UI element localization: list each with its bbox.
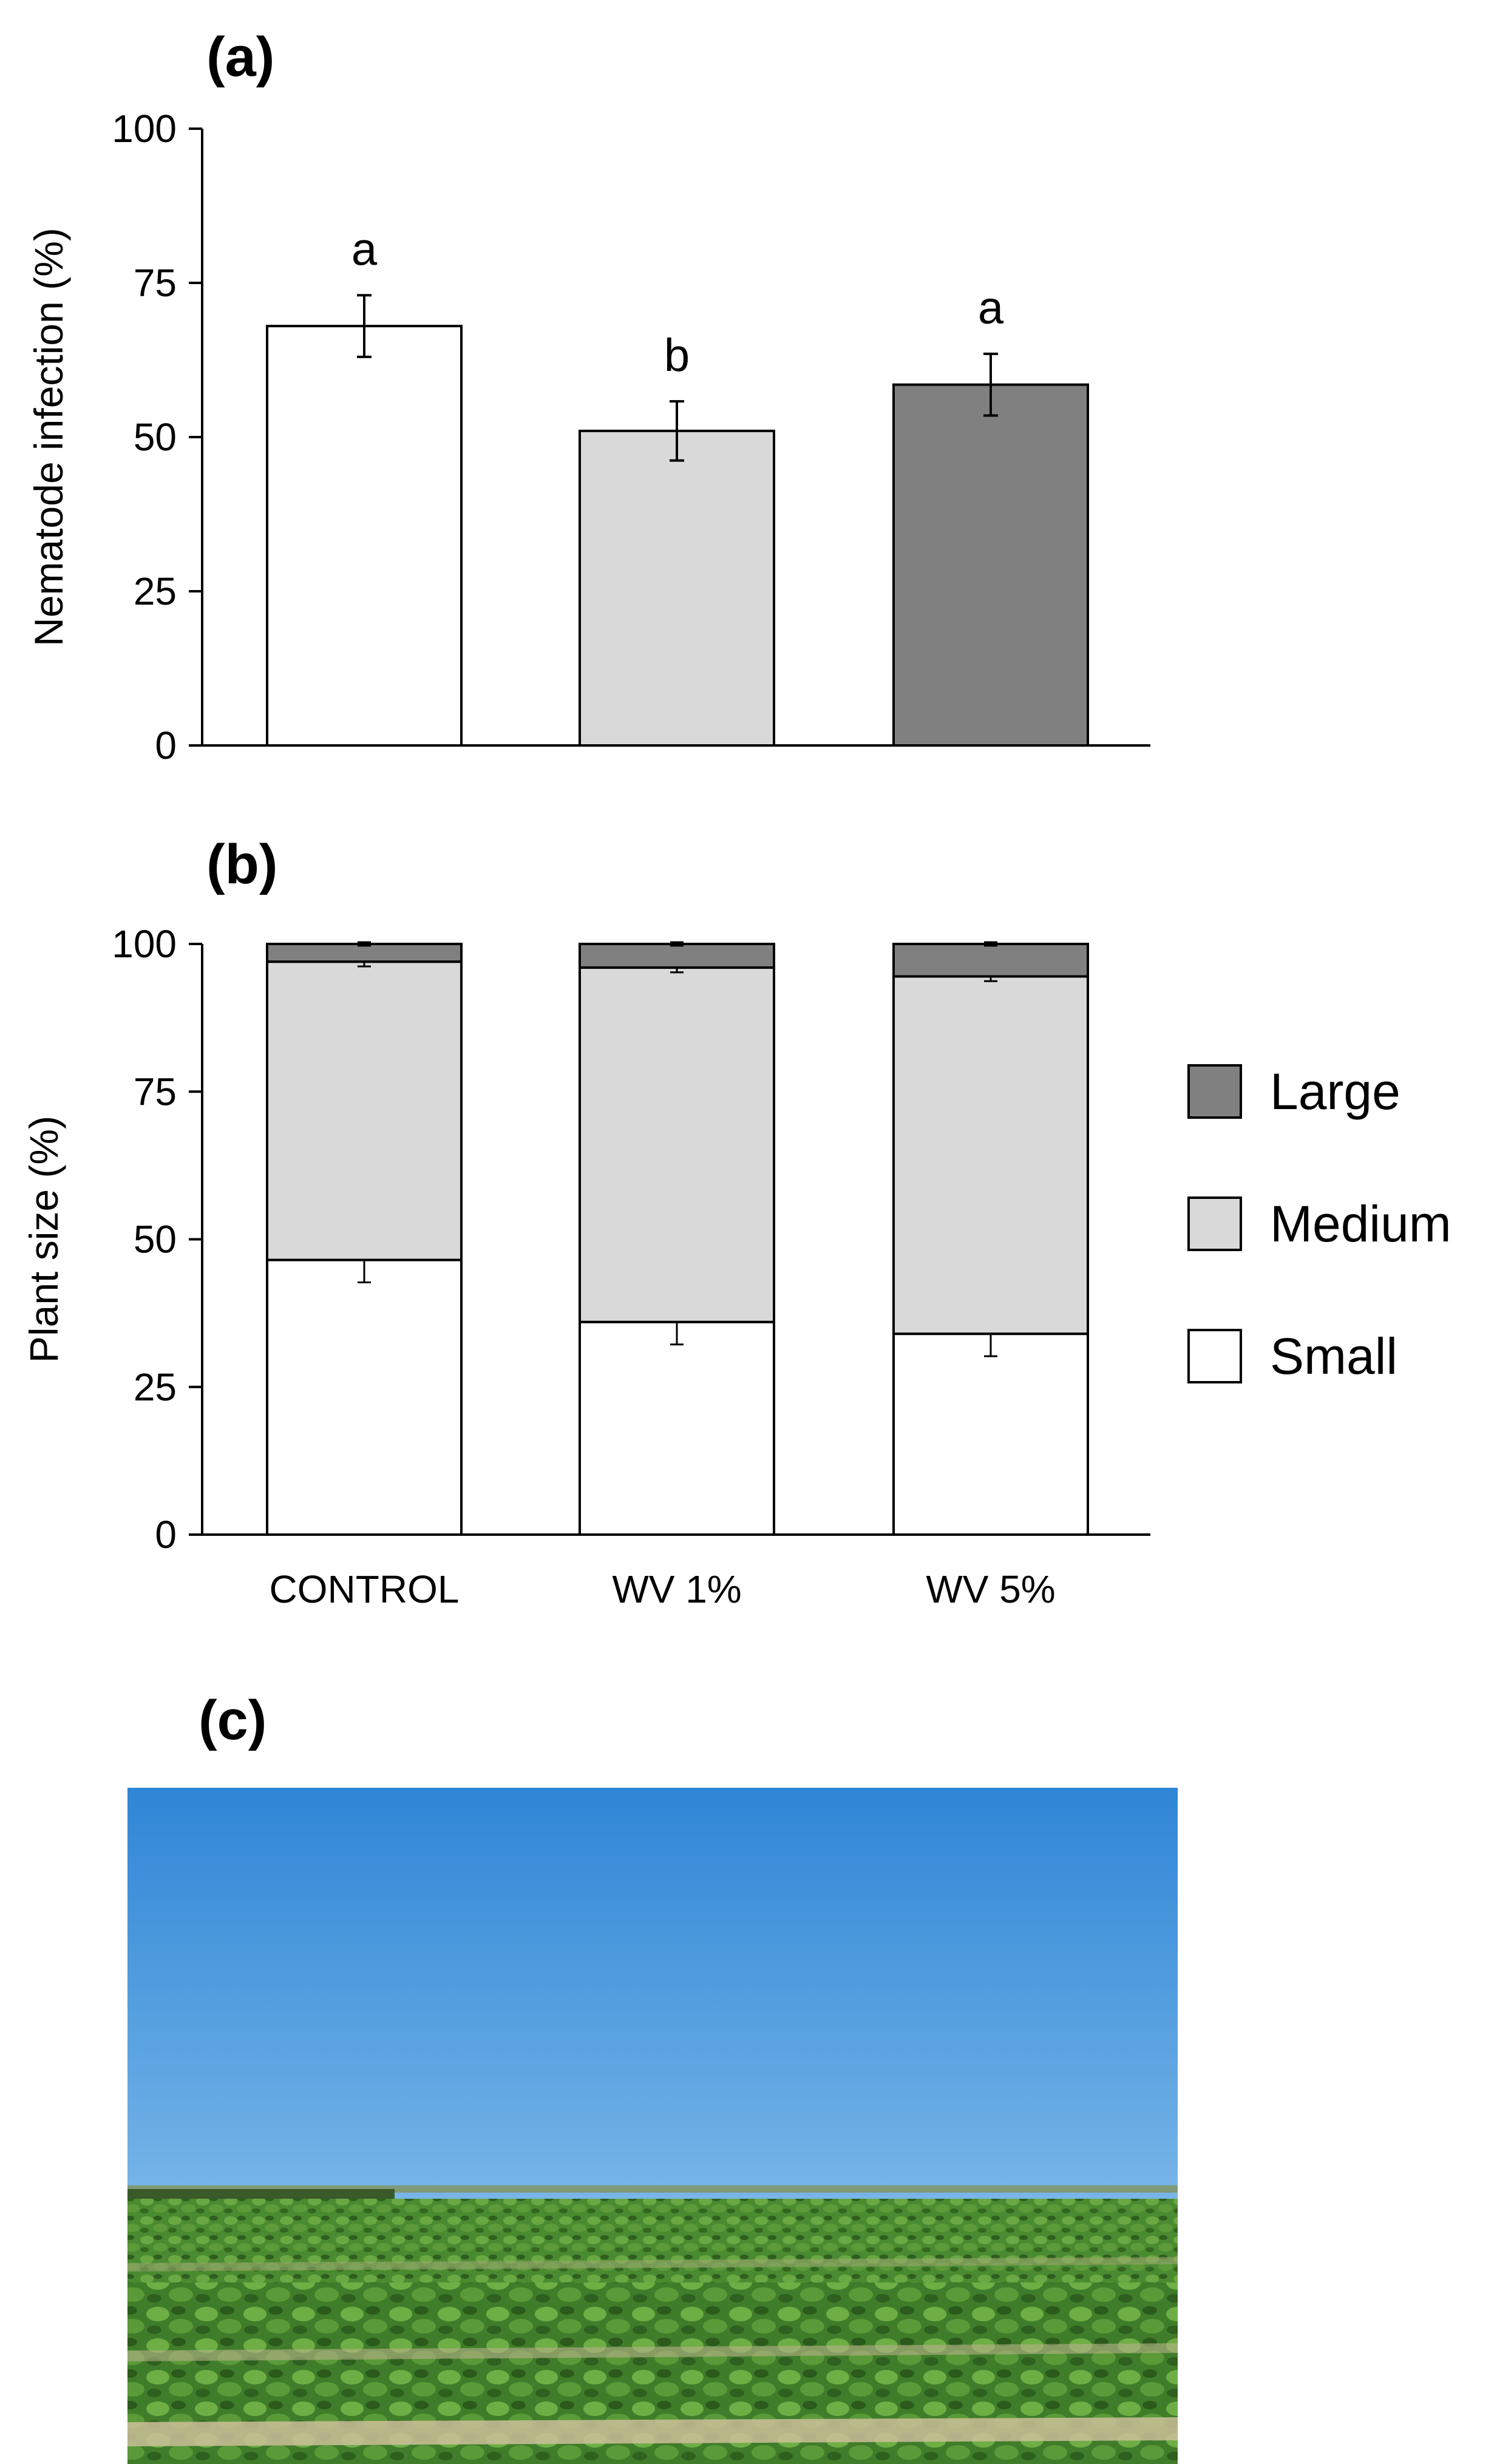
- legend-label-small: Small: [1270, 1328, 1397, 1385]
- photo-treeline: [127, 2189, 395, 2200]
- bar-large-1: [266, 943, 463, 963]
- bar-large-2: [579, 943, 775, 969]
- y-tick-label-a: 25: [134, 569, 177, 613]
- legend-label-medium: Medium: [1270, 1195, 1451, 1252]
- bar-medium-3: [892, 975, 1089, 1336]
- y-axis-title-b: Plant size (%): [21, 1116, 66, 1363]
- bar-2-nematode: [579, 429, 775, 747]
- y-tick-label-a: 0: [155, 724, 177, 767]
- y-tick-label-b: 75: [134, 1070, 177, 1113]
- bar-small-3: [892, 1332, 1089, 1536]
- panel-label-b: (b): [206, 833, 277, 895]
- x-tick-label-2: WV 1%: [612, 1567, 741, 1611]
- chart-a-nematode-infection: 0 25 50 75 100 Nematode infection (%) a b a: [26, 107, 1150, 767]
- legend-swatch-medium: [1187, 1196, 1242, 1251]
- x-tick-label-3: WV 5%: [926, 1567, 1055, 1611]
- y-tick-label-a: 100: [112, 107, 177, 151]
- significance-letter-1: a: [351, 223, 378, 275]
- y-tick-label-a: 75: [134, 261, 177, 305]
- significance-letter-2: b: [664, 330, 690, 381]
- legend-swatch-small: [1187, 1329, 1242, 1383]
- bar-3-nematode: [892, 383, 1089, 747]
- bar-small-1: [266, 1258, 463, 1536]
- significance-letter-3: a: [978, 282, 1004, 334]
- bar-medium-1: [266, 960, 463, 1261]
- y-axis-title-a: Nematode infection (%): [26, 228, 71, 647]
- x-tick-label-1: CONTROL: [270, 1567, 460, 1611]
- photo-soil-path: [127, 2417, 1178, 2446]
- chart-b-plant-size: 0 25 50 75 100 Plant size (%) CONTROL WV 1% WV 5…: [21, 922, 1150, 1611]
- field-photo-ground: [127, 1788, 1178, 2464]
- legend-swatch-large: [1187, 1064, 1242, 1119]
- y-tick-label-a: 50: [134, 415, 177, 459]
- y-tick-label-b: 50: [134, 1218, 177, 1261]
- y-tick-label-b: 0: [155, 1513, 177, 1556]
- legend: Large Medium Small: [1187, 1063, 1451, 1385]
- bar-medium-2: [579, 966, 775, 1323]
- y-tick-label-b: 25: [134, 1365, 177, 1409]
- bar-small-2: [579, 1320, 775, 1536]
- y-tick-label-b: 100: [112, 922, 177, 966]
- legend-label-large: Large: [1270, 1063, 1400, 1120]
- bar-large-3: [892, 943, 1089, 978]
- bar-1-nematode: [266, 325, 463, 747]
- panel-label-a: (a): [206, 26, 274, 88]
- photo-furrow-1: [127, 2257, 1178, 2272]
- panel-label-c: (c): [199, 1689, 266, 1751]
- photo-furrow-2: [127, 2343, 1178, 2361]
